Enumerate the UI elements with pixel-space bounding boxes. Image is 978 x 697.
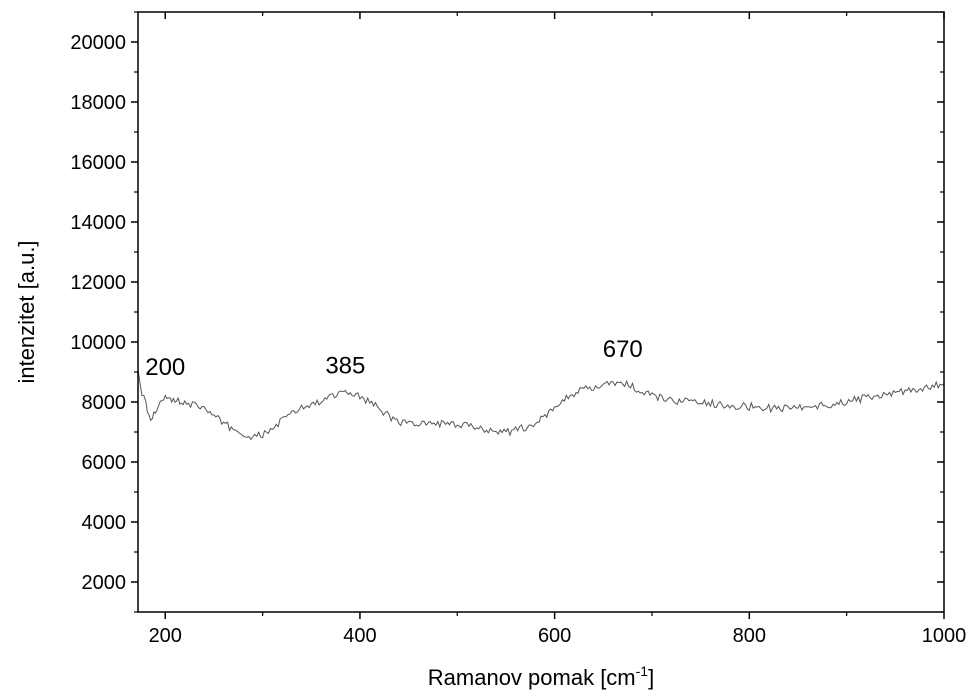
y-tick-label: 20000 <box>70 32 126 54</box>
y-tick-label: 18000 <box>70 92 126 114</box>
y-tick-label: 2000 <box>82 572 127 594</box>
x-axis-label-suffix: ] <box>648 665 654 690</box>
y-tick-label: 6000 <box>82 452 127 474</box>
y-axis-label: intenzitet [a.u.] <box>14 240 39 383</box>
x-axis-label-superscript: -1 <box>636 663 649 679</box>
x-axis-label: Ramanov pomak [cm-1] <box>428 663 654 690</box>
x-tick-label: 800 <box>733 625 766 647</box>
peak-label: 200 <box>145 354 185 381</box>
x-tick-label: 400 <box>343 625 376 647</box>
y-tick-label: 10000 <box>70 332 126 354</box>
spectrum-line <box>137 369 945 441</box>
plot-frame <box>137 11 945 613</box>
y-tick-label: 14000 <box>70 212 126 234</box>
series-layer <box>137 369 945 441</box>
x-axis-label-main: Ramanov pomak [cm <box>428 665 636 690</box>
x-tick-label: 1000 <box>922 625 967 647</box>
peak-label: 385 <box>325 353 365 380</box>
peak-annotations: 200 385 670 <box>145 336 643 381</box>
y-tick-label: 8000 <box>82 392 127 414</box>
tick-labels: 200 400 600 800 1000 2000 4000 6000 8000 10000 120… <box>70 32 966 647</box>
axis-ticks <box>131 11 945 619</box>
y-tick-label: 16000 <box>70 152 126 174</box>
peak-label: 670 <box>603 336 643 363</box>
y-tick-label: 12000 <box>70 272 126 294</box>
x-tick-label: 200 <box>149 625 182 647</box>
x-tick-label: 600 <box>538 625 571 647</box>
y-tick-label: 4000 <box>82 512 127 534</box>
